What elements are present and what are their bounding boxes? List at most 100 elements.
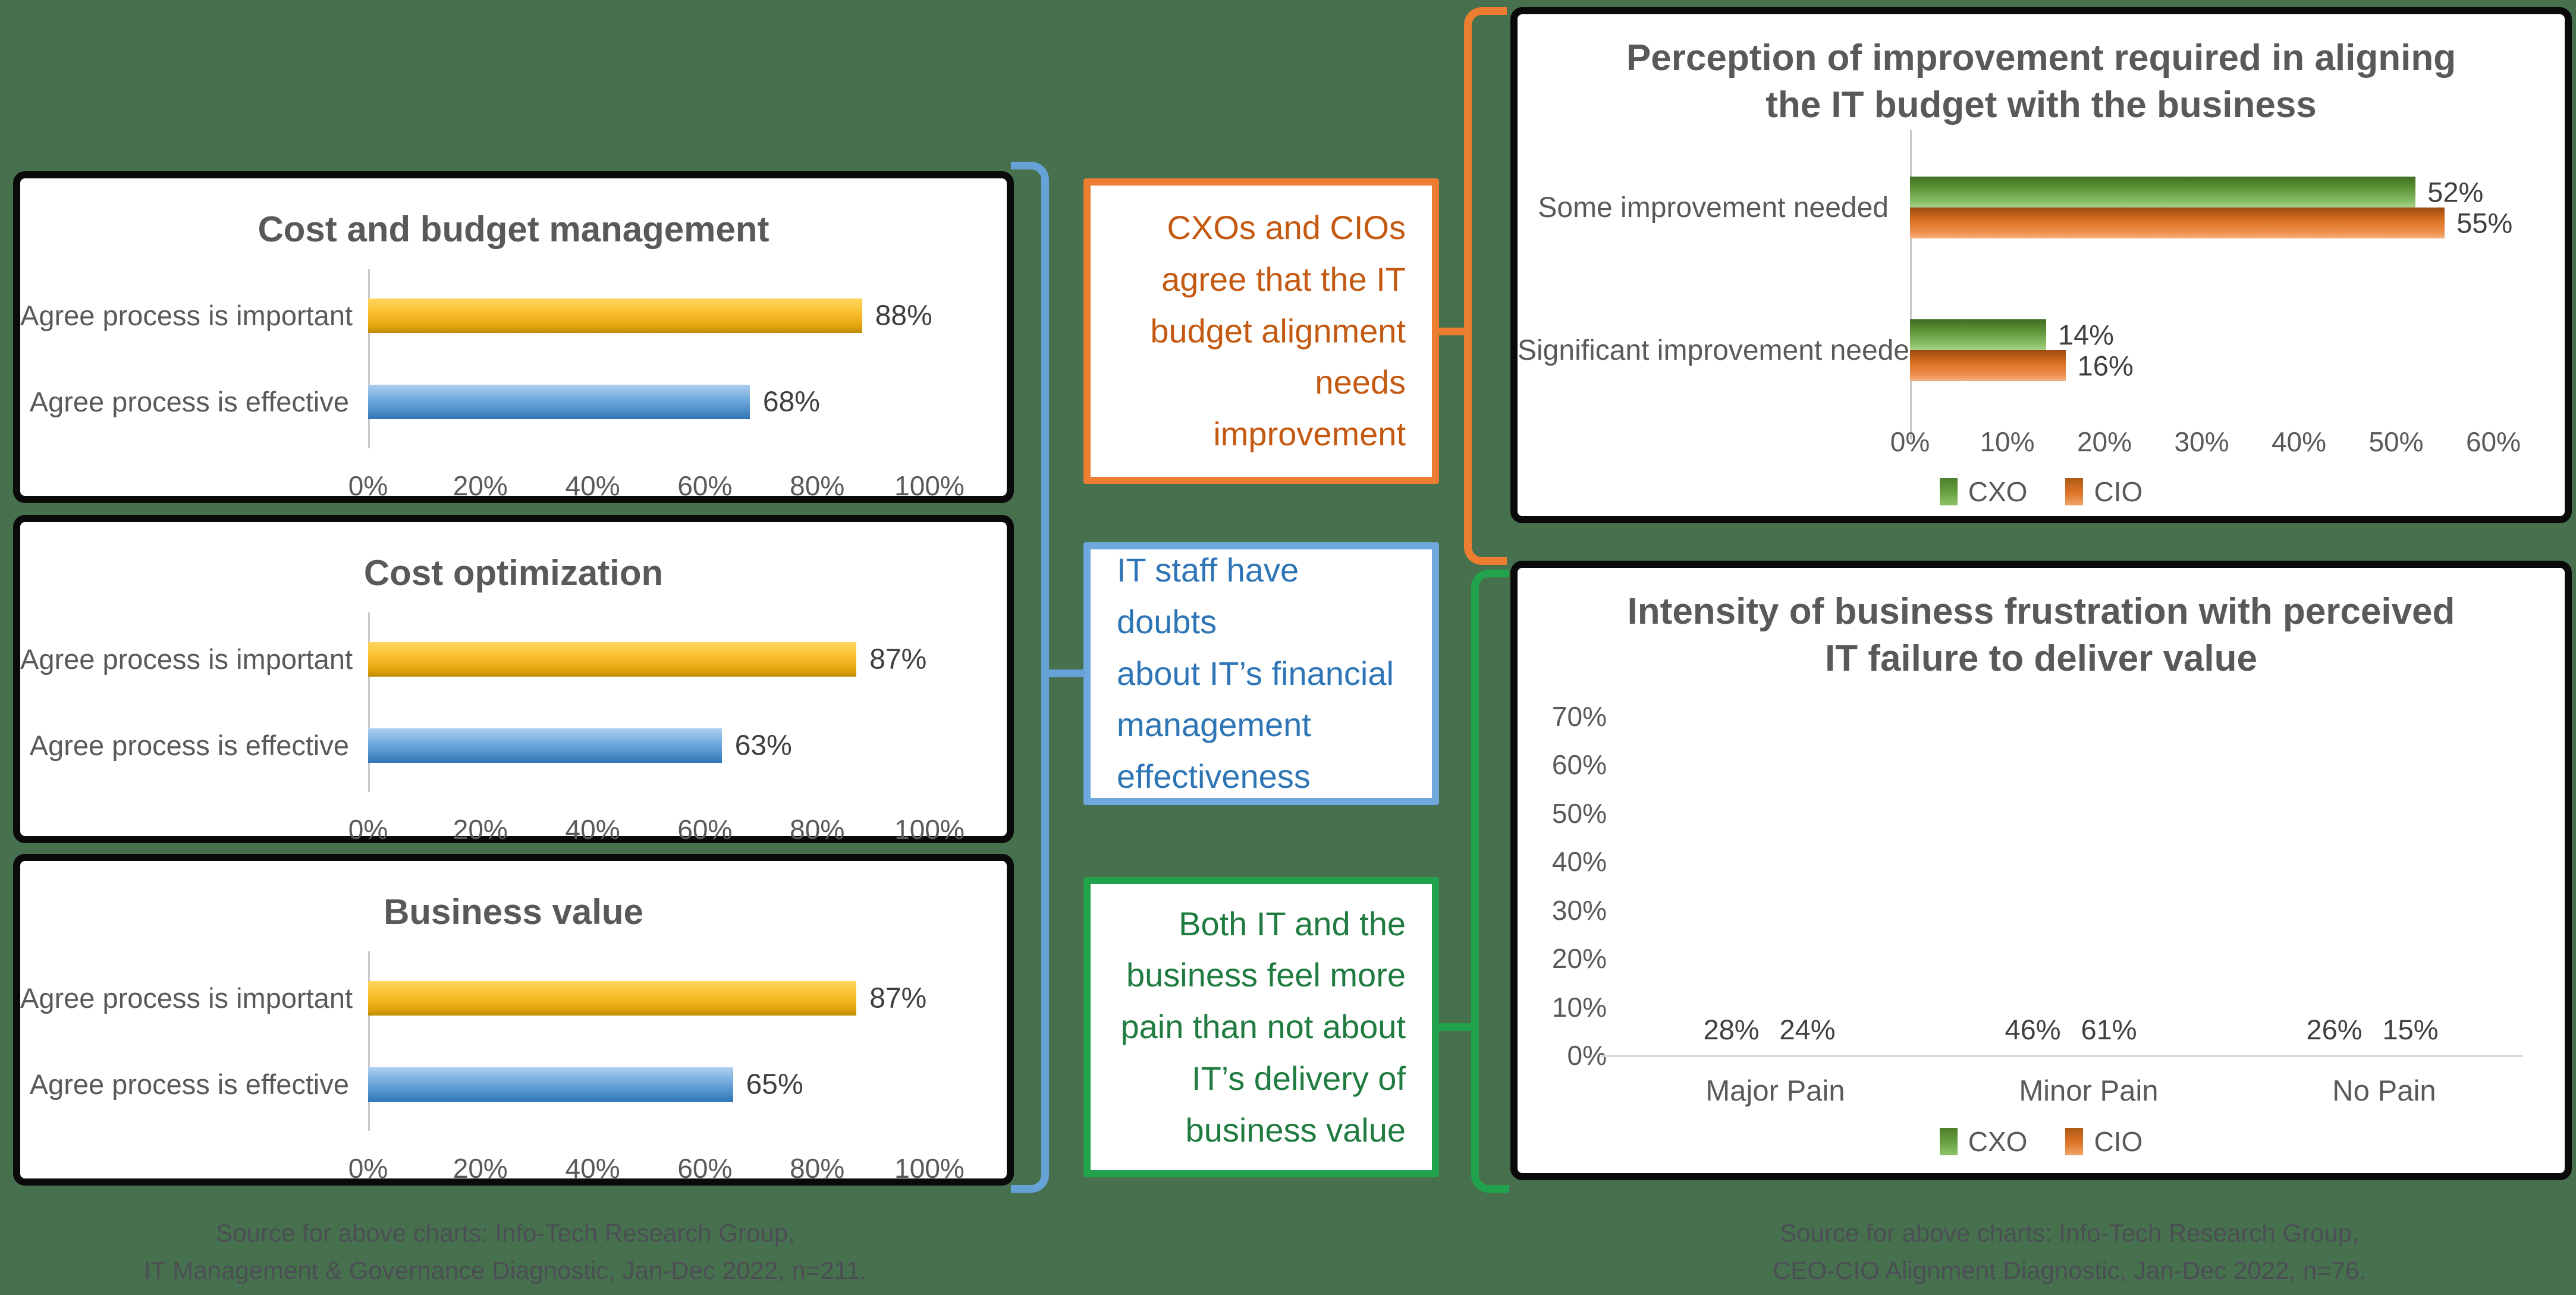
value-label: 14%: [2057, 319, 2114, 351]
callout-text-line: needs improvement: [1213, 363, 1406, 453]
y-tick-label: 70%: [1551, 701, 1607, 732]
y-tick-label: 50%: [1551, 797, 1607, 829]
legend-label: CXO: [1968, 476, 2028, 507]
x-tick-label: 80%: [790, 1153, 845, 1184]
legend-swatch-cio: [2065, 1128, 2084, 1155]
x-tick-label: 100%: [894, 814, 965, 845]
callout-text-line: pain than not about: [1120, 1008, 1406, 1046]
legend-item-cxo: CXO: [1939, 476, 2028, 508]
category-label: Agree process is important: [20, 982, 353, 1014]
y-axis-line: [368, 951, 370, 1131]
chart-plot: Agree process is important 87% Agree proce…: [20, 951, 929, 1131]
chart-title: Perception of improvement required in al…: [1518, 34, 2565, 129]
callout-text-line: Both IT and the: [1179, 904, 1406, 942]
x-tick-label: 80%: [790, 814, 845, 845]
callout-text-line: business feel more: [1126, 956, 1406, 994]
legend-swatch-cxo: [1939, 478, 1958, 505]
callout-text-line: IT’s delivery of: [1192, 1059, 1406, 1097]
chart-row: Significant improvement needed 14% 16%: [1518, 279, 2493, 422]
chart-plot: Agree process is important 87% Agree proce…: [20, 612, 929, 792]
bar-blue: [368, 384, 750, 419]
x-tick-label: 80%: [790, 470, 845, 501]
x-tick-label: 20%: [453, 1153, 508, 1184]
x-tick-label: 100%: [894, 1153, 965, 1184]
x-tick-label: 40%: [2271, 426, 2327, 457]
callout-text-line: about IT’s financial: [1117, 654, 1394, 692]
value-label: 24%: [1779, 1014, 1836, 1045]
y-tick-label: 40%: [1551, 846, 1607, 878]
category-label: Agree process is important: [20, 643, 353, 675]
callout-budget-alignment: CXOs and CIOs agree that the IT budget ali…: [1083, 178, 1439, 484]
chart-perception-of-improvement: Some improvement needed 52% 55% Significant…: [1518, 136, 2512, 422]
value-label: 55%: [2456, 207, 2513, 239]
x-axis: 0% 20% 40% 60% 80% 100%: [348, 813, 965, 851]
chart-cost-optimization: Agree process is important 87% Agree proce…: [20, 612, 965, 851]
x-tick-label: 10%: [1980, 426, 2035, 457]
bar-gold: [368, 298, 862, 333]
chart-row: Agree process is effective 63%: [20, 702, 929, 788]
chart-row: Agree process is important 87%: [20, 955, 929, 1041]
bracket-green-stub: [1438, 1023, 1475, 1031]
x-tick-label: 20%: [453, 814, 508, 845]
chart-row: Some improvement needed 52% 55%: [1518, 136, 2512, 279]
value-label: 87%: [869, 643, 927, 675]
bar-track: 63%: [368, 702, 929, 788]
y-axis-line: [368, 612, 370, 792]
legend-label: CIO: [2094, 1126, 2143, 1157]
bar-cxo-2: 14%: [1910, 319, 2114, 351]
x-tick-label: 40%: [565, 814, 620, 845]
category-label: Agree process is effective: [29, 386, 349, 417]
x-tick-label: 0%: [348, 470, 388, 501]
value-label: 68%: [762, 386, 820, 417]
bracket-blue-connector: [1011, 162, 1049, 1193]
category-label: Some improvement needed: [1538, 191, 1889, 224]
category-label: Agree process is important: [20, 300, 353, 331]
bar-cxo-1: 52%: [1910, 177, 2483, 208]
callout-business-pain: Both IT and the business feel more pain th…: [1083, 877, 1439, 1177]
legend-swatch-cio: [2065, 478, 2084, 505]
bar-track: 65%: [368, 1041, 929, 1127]
callout-text-line: business value: [1185, 1111, 1406, 1149]
chart-title: Cost and budget management: [257, 209, 769, 249]
x-axis: 0% 20% 40% 60% 80% 100%: [348, 470, 965, 508]
category-label: Agree process is effective: [29, 1068, 349, 1100]
source-text-line: IT Management & Governance Diagnostic, J…: [144, 1256, 867, 1284]
chart-legend: CXO CIO: [1518, 1126, 2565, 1158]
legend-label: CXO: [1968, 1126, 2028, 1157]
callout-text-line: budget alignment: [1150, 312, 1406, 350]
x-tick-label: 60%: [677, 1153, 733, 1184]
source-text-line: Source for above charts: Info-Tech Resea…: [216, 1219, 795, 1247]
y-axis-line: [368, 269, 370, 448]
bar-blue: [368, 1067, 733, 1102]
y-tick-label: 20%: [1551, 943, 1607, 975]
chart-title-line-1: Intensity of business frustration with p…: [1627, 591, 2455, 632]
chart-row: Agree process is important 88%: [20, 272, 932, 359]
chart-legend: CXO CIO: [1518, 476, 2565, 508]
x-tick-label: 0%: [348, 1153, 388, 1184]
x-tick-label: 20%: [2076, 426, 2132, 457]
legend-item-cio: CIO: [2065, 1126, 2143, 1158]
chart-title: Intensity of business frustration with p…: [1518, 588, 2565, 683]
chart-panel-perception-of-improvement: Perception of improvement required in al…: [1510, 7, 2572, 523]
bar-track: 52% 55%: [1910, 177, 2512, 239]
y-axis: 0% 10% 20% 30% 40% 50% 60% 70%: [1523, 701, 1607, 1071]
value-label: 26%: [2306, 1014, 2363, 1045]
bar-gold: [368, 980, 857, 1016]
value-label: 28%: [1703, 1014, 1760, 1045]
y-axis-line: [1910, 130, 1912, 439]
callout-text-line: CXOs and CIOs: [1167, 209, 1406, 246]
value-label: 87%: [869, 982, 927, 1014]
bar-cio-1: 55%: [1910, 208, 2512, 239]
chart-title: Cost optimization: [363, 553, 664, 593]
bar-track: 88%: [368, 272, 932, 359]
source-note-right: Source for above charts: Info-Tech Resea…: [1713, 1214, 2426, 1289]
chart-business-value: Agree process is important 87% Agree proce…: [20, 951, 965, 1190]
value-label: 88%: [875, 300, 932, 331]
x-tick-label: 100%: [894, 470, 965, 501]
category-label: Minor Pain: [2019, 1075, 2159, 1107]
x-axis-category-labels: Major Pain Minor Pain No Pain: [1619, 1074, 2523, 1108]
x-axis: 0% 10% 20% 30% 40% 50% 60%: [1890, 426, 2521, 461]
value-label: 52%: [2427, 176, 2484, 208]
x-axis: 0% 20% 40% 60% 80% 100%: [348, 1152, 965, 1190]
